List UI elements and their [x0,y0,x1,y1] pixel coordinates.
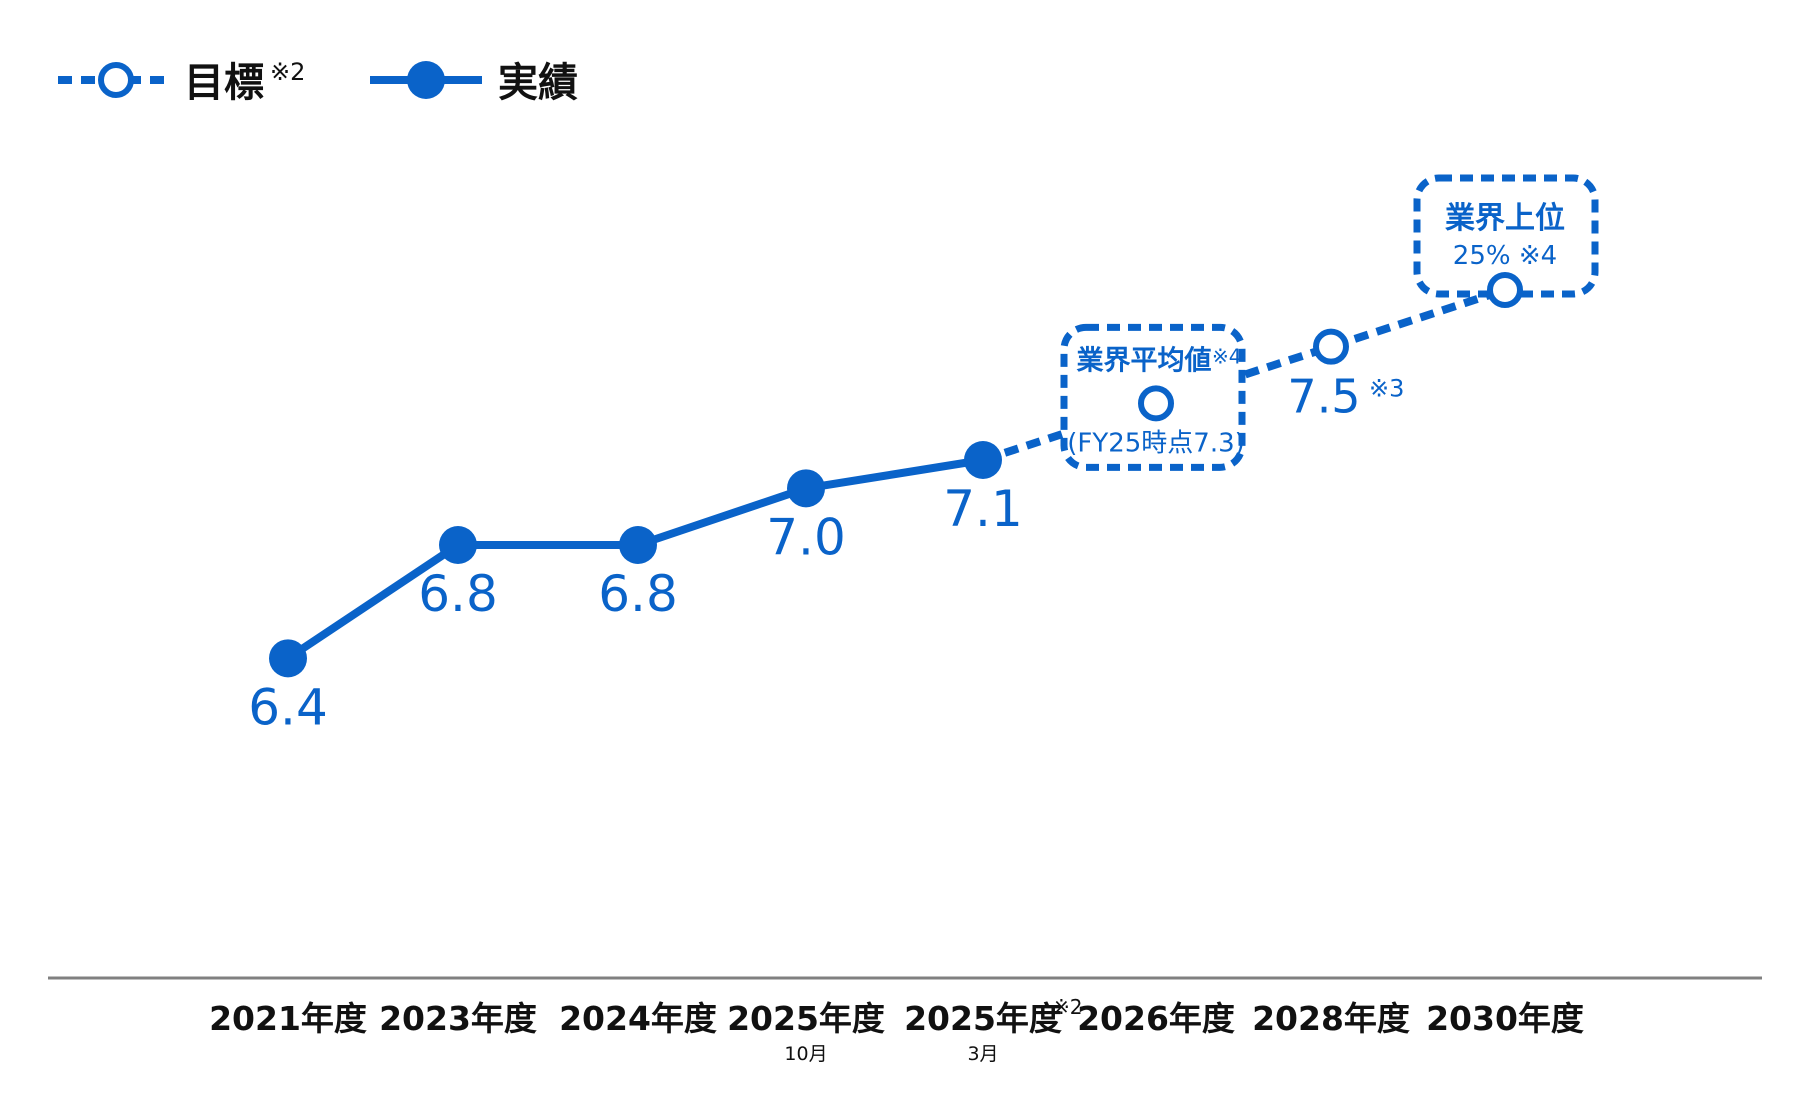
callout-line1-note: ※4 [1212,344,1241,368]
actual-point [269,639,307,678]
x-tick-label: 2025年度 [904,999,1062,1038]
x-tick-label: 2025年度 [727,999,885,1038]
data-label: 6.8 [598,565,678,623]
x-tick-label: 2021年度 [209,999,367,1038]
data-label: 6.8 [418,565,498,623]
x-tick-sublabel: 10月 [784,1043,827,1065]
legend-actual-marker [407,61,445,99]
x-tick-label: 2030年度 [1426,999,1584,1038]
actual-markers [269,441,1002,678]
x-tick-label: 2028年度 [1252,999,1410,1038]
x-tick-label: 2026年度 [1077,999,1235,1038]
target-data-label: 7.5 [1287,370,1360,424]
callout-line1: 業界上位 [1445,201,1565,236]
legend-target-label: 目標 [184,60,264,106]
actual-point [439,526,477,564]
actual-point [787,469,825,508]
legend-target-note: ※2 [270,58,305,86]
actual-point [964,441,1002,479]
legend-target-marker [98,62,134,98]
x-tick-label-note: ※2 [1053,995,1082,1019]
actual-point [619,526,657,564]
x-tick-sublabel: 3月 [967,1043,998,1065]
x-tick-labels: 2021年度 2023年度 2024年度 2025年度10月2025年度※23月202… [209,995,1584,1065]
callout-line1: 業界平均値 [1077,345,1212,376]
legend-actual-label: 実績 [498,60,578,106]
legend: 目標 ※2 実績 [58,58,578,106]
data-label: 7.0 [766,508,846,566]
callout-boxes: 業界平均値 ※4 (FY25時点7.3) 業界上位 25% ※4 [1060,174,1599,471]
target-point [1138,385,1174,422]
target-data-label-note: ※3 [1369,375,1404,403]
data-label: 7.1 [943,480,1023,538]
x-tick-label: 2024年度 [559,999,717,1038]
actual-data-labels: 6.4 6.8 6.8 7.0 7.1 7.5 ※3 [248,370,1404,737]
callout-line2: (FY25時点7.3) [1067,428,1245,458]
target-point [1487,272,1523,308]
data-label: 6.4 [248,678,328,736]
target-markers [1138,272,1523,422]
x-tick-label: 2023年度 [379,999,537,1038]
target-point [1313,328,1349,365]
callout-line2: 25% ※4 [1453,241,1557,271]
